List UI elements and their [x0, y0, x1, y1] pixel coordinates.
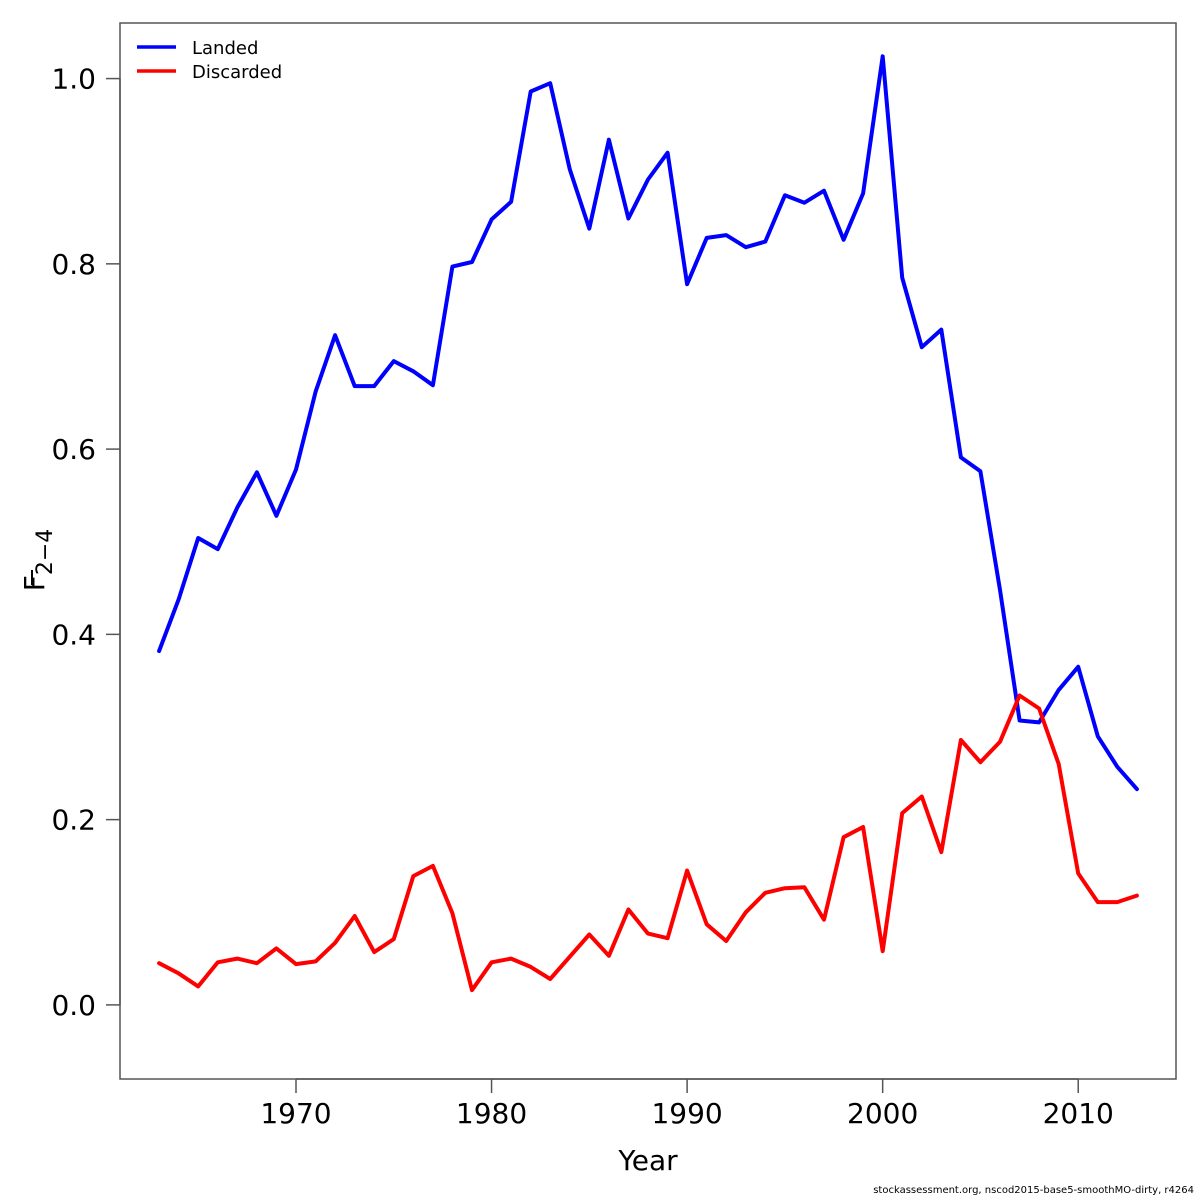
y-axis: 0.0 0.2 0.4 0.6 0.8 1.0: [51, 63, 121, 1022]
series-layer: [157, 54, 1139, 993]
legend: Landed Discarded: [137, 38, 282, 83]
x-tick-label: 1980: [456, 1097, 527, 1130]
y-tick-label: 0.6: [51, 433, 96, 466]
x-tick-label: 2010: [1043, 1097, 1114, 1130]
y-tick-label: 0.4: [51, 618, 96, 651]
y-tick-label: 0.2: [51, 804, 96, 837]
y-axis-title-sub: 2−4: [33, 529, 58, 575]
footer-note: stockassessment.org, nscod2015-base5-smo…: [873, 1185, 1194, 1196]
legend-label-landed: Landed: [192, 38, 258, 59]
y-axis-title: F2−4: [18, 529, 58, 592]
x-axis-title: Year: [617, 1144, 678, 1177]
y-axis-title-base: F: [18, 575, 51, 591]
y-tick-label: 1.0: [51, 63, 96, 96]
x-tick-label: 1970: [260, 1097, 331, 1130]
x-tick-label: 1990: [651, 1097, 722, 1130]
y-tick-label: 0.8: [51, 248, 96, 281]
series-line-landed: [157, 54, 1139, 792]
x-axis: 1970 1980 1990 2000 2010: [260, 1078, 1114, 1130]
series-line-discarded: [157, 693, 1139, 993]
x-tick-label: 2000: [847, 1097, 918, 1130]
y-tick-label: 0.0: [51, 989, 96, 1022]
legend-label-discarded: Discarded: [192, 62, 282, 83]
svg-text:F2−4: F2−4: [18, 529, 58, 592]
